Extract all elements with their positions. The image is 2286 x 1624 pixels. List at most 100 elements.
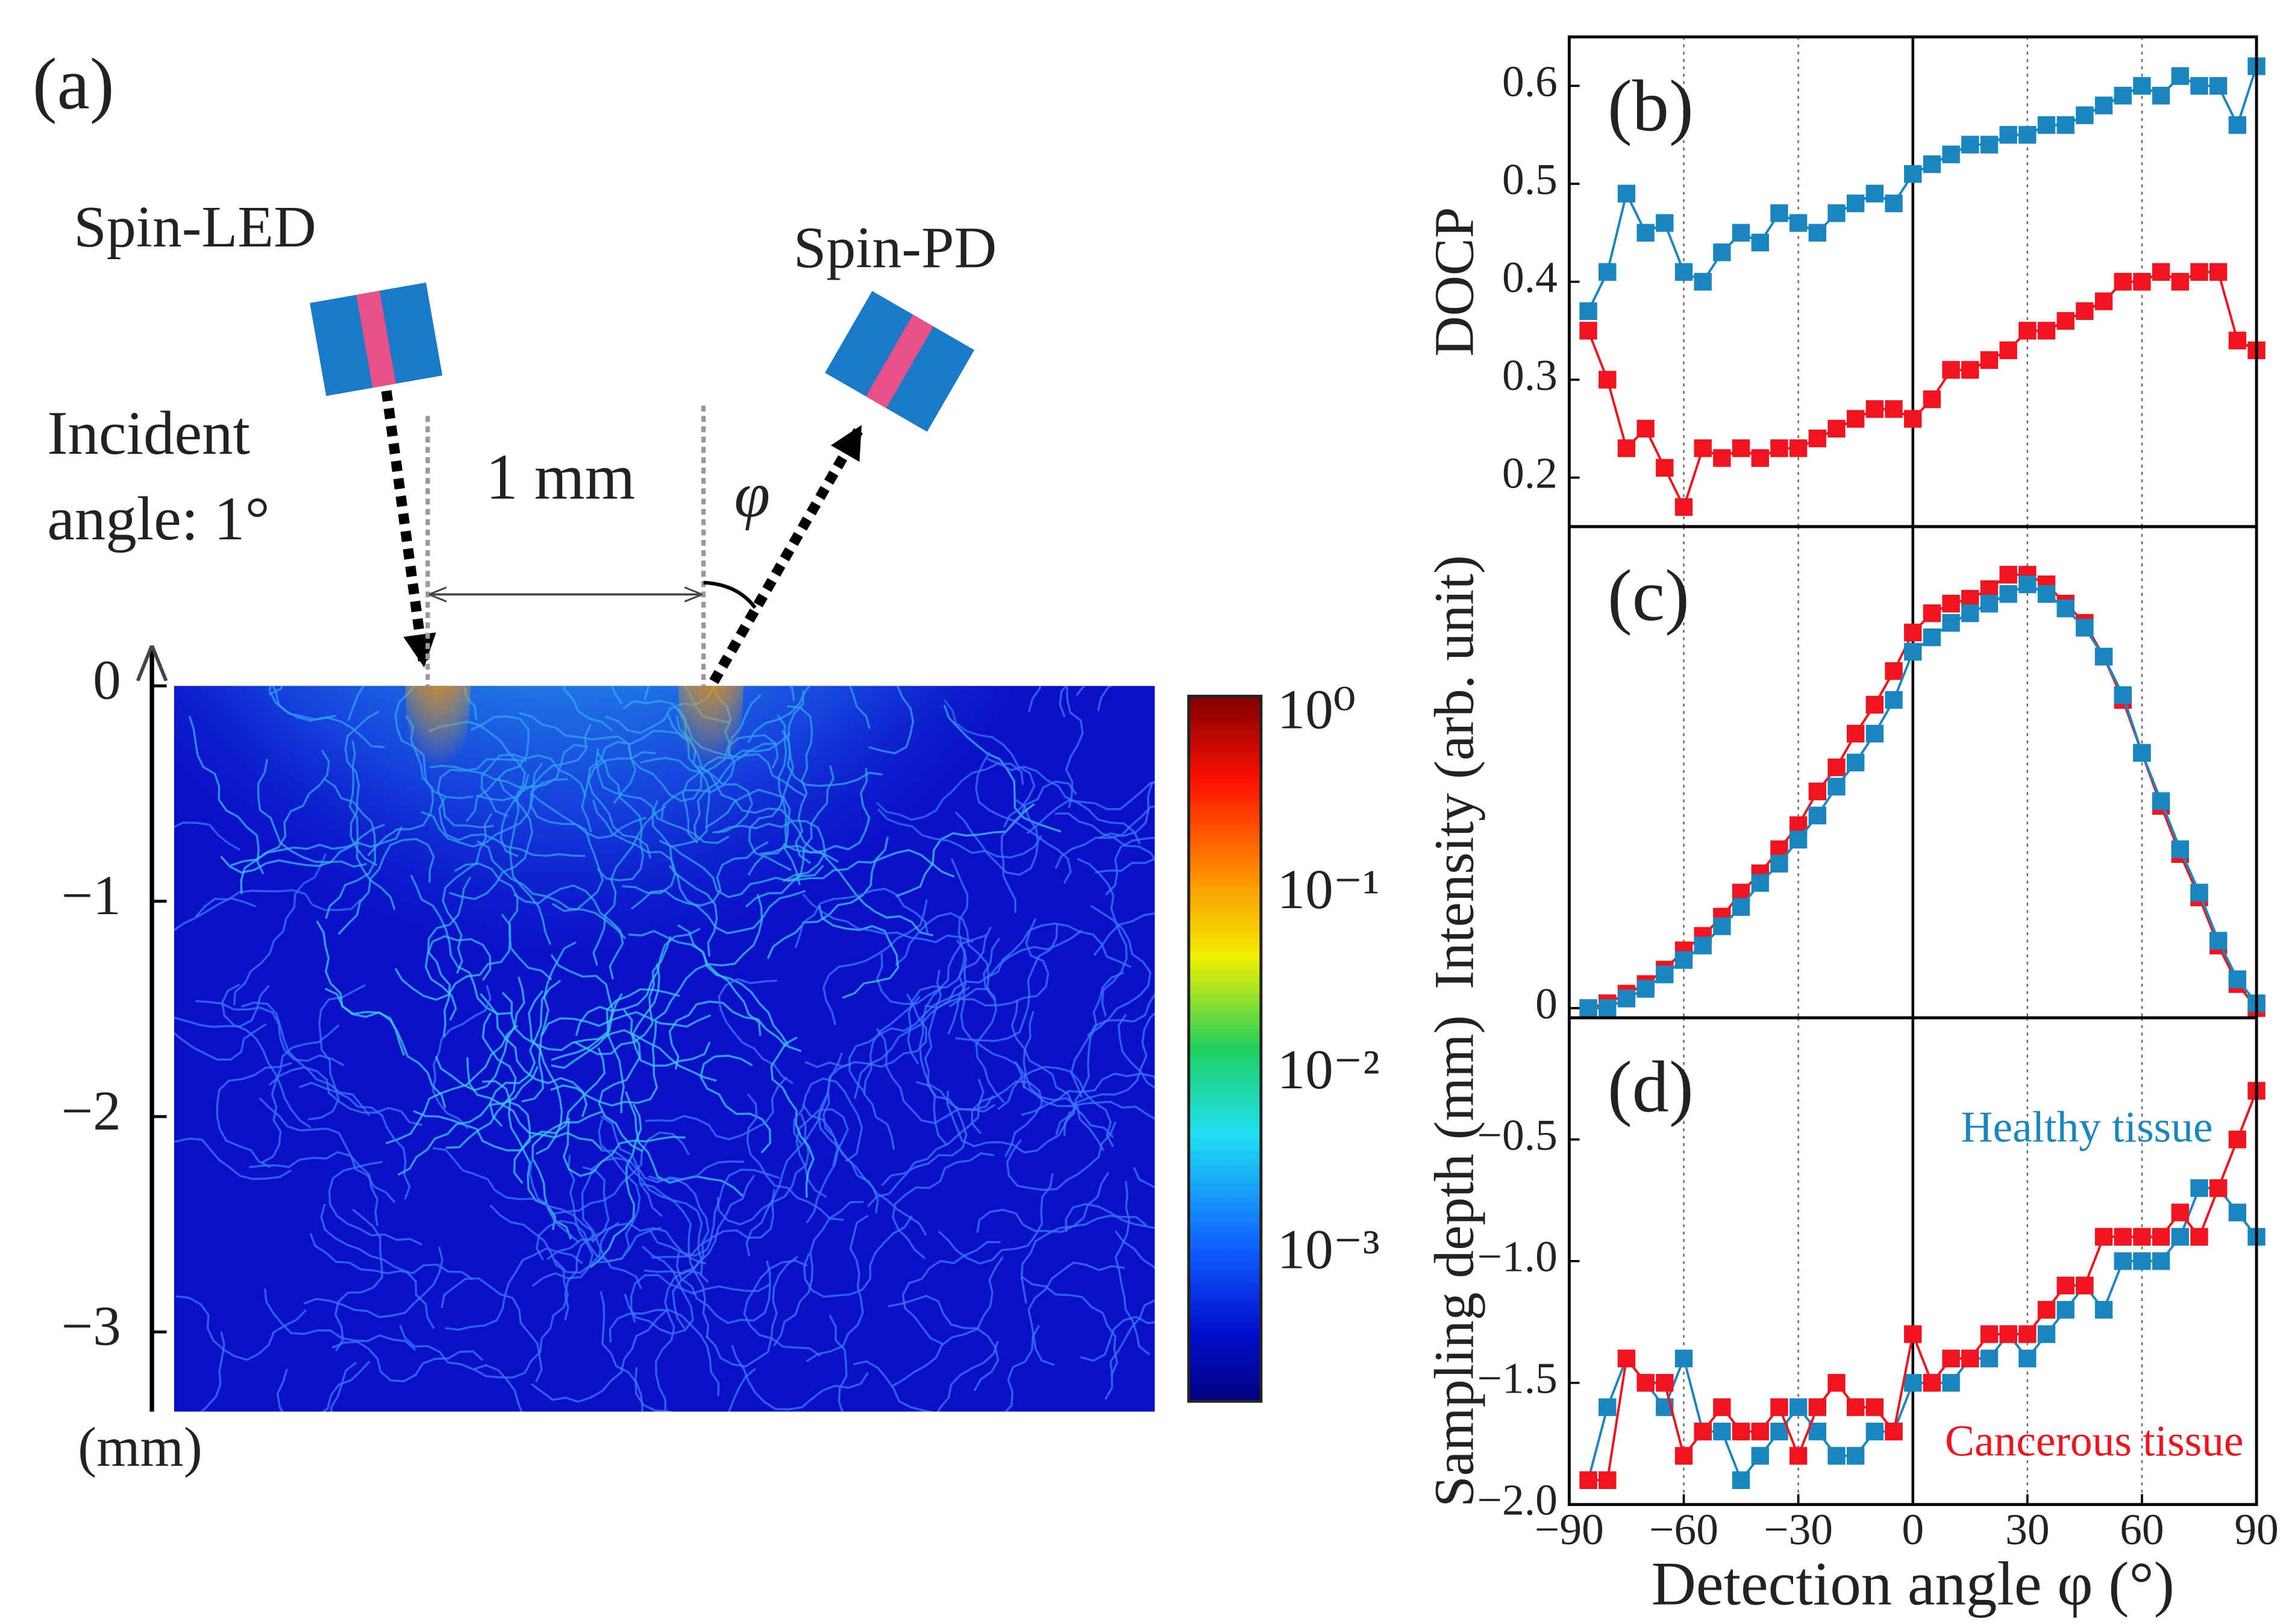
- marker: [2171, 272, 2189, 291]
- colorbar-label: 10⁻¹: [1277, 859, 1380, 921]
- marker: [1808, 224, 1826, 242]
- photon-path: [1026, 781, 1155, 835]
- marker: [1770, 204, 1788, 222]
- marker: [2114, 1227, 2132, 1246]
- marker: [1999, 1325, 2017, 1343]
- marker: [1923, 390, 1941, 409]
- marker: [1961, 1349, 1979, 1368]
- photon-path: [1000, 780, 1077, 913]
- marker: [1827, 204, 1846, 222]
- series-label: Cancerous tissue: [1945, 1417, 2244, 1466]
- marker: [2152, 792, 2170, 810]
- source-label: Spin-LED: [74, 195, 316, 260]
- marker: [1656, 965, 1674, 983]
- colorbar-label: 10⁻³: [1277, 1218, 1380, 1281]
- y-axis-label: DOCP: [1424, 207, 1486, 356]
- depth-tick-label: −1: [61, 865, 121, 927]
- marker: [2094, 1300, 2113, 1319]
- x-tick-label: 60: [2120, 1505, 2164, 1554]
- marker: [1713, 1398, 1731, 1416]
- photon-path: [634, 1367, 672, 1412]
- marker: [1923, 1374, 1941, 1392]
- x-tick-label: −30: [1764, 1505, 1833, 1554]
- marker: [1904, 1325, 1922, 1343]
- marker: [1636, 1374, 1655, 1392]
- marker: [1827, 1374, 1846, 1392]
- marker: [1923, 628, 1941, 647]
- marker: [1579, 1471, 1597, 1490]
- detector-spot: [678, 686, 744, 789]
- series-line: [1587, 271, 2257, 510]
- spin-pd: [825, 290, 975, 432]
- marker: [2037, 116, 2056, 134]
- marker: [2133, 744, 2151, 762]
- marker: [2018, 1325, 2037, 1343]
- photon-path: [609, 1309, 720, 1397]
- marker: [1885, 194, 1903, 213]
- marker: [1865, 1422, 1884, 1441]
- x-axis-label: Detection angle φ (°): [1652, 1549, 2175, 1618]
- y-axis-label: Sampling depth (mm): [1424, 1015, 1486, 1507]
- marker: [1980, 595, 1999, 613]
- marker: [2076, 1276, 2094, 1294]
- marker: [1942, 361, 1960, 379]
- x-tick-label: 90: [2234, 1505, 2278, 1554]
- marker: [1789, 1398, 1808, 1416]
- marker: [2152, 1227, 2170, 1246]
- photon-path: [946, 1090, 1071, 1154]
- marker: [1751, 449, 1769, 467]
- depth-unit: (mm): [78, 1416, 202, 1478]
- photon-path: [985, 922, 1132, 979]
- marker: [1999, 585, 2017, 603]
- marker: [1961, 361, 1979, 379]
- marker: [2133, 272, 2151, 291]
- photon-path: [853, 1360, 935, 1412]
- y-tick-label: 0.2: [1502, 448, 1558, 497]
- photon-path: [320, 1203, 435, 1329]
- photon-path: [1021, 1072, 1155, 1116]
- marker: [1751, 233, 1769, 252]
- marker: [2228, 970, 2247, 988]
- marker: [1999, 126, 2017, 144]
- colorbar-label: 10⁻²: [1277, 1039, 1380, 1101]
- marker: [2114, 686, 2132, 704]
- x-tick-label: 0: [1902, 1505, 1924, 1554]
- marker: [1579, 302, 1597, 320]
- marker: [1732, 224, 1750, 242]
- x-tick-label: 30: [2005, 1505, 2049, 1554]
- photon-path: [888, 1294, 1000, 1392]
- photon-path: [1094, 857, 1155, 874]
- heat-glow: [174, 686, 1010, 1305]
- incident-label: angle: 1°: [47, 484, 269, 553]
- photon-path: [200, 1331, 225, 1412]
- photon-path: [938, 1173, 1054, 1265]
- marker: [1656, 459, 1674, 477]
- marker: [2037, 1325, 2056, 1343]
- marker: [1904, 165, 1922, 183]
- marker: [1617, 184, 1636, 202]
- marker: [2190, 1179, 2208, 1197]
- panel-label: (d): [1608, 1046, 1694, 1127]
- photon-path: [330, 1361, 357, 1412]
- depth-tick-label: −3: [61, 1296, 121, 1358]
- photon-path: [1104, 836, 1155, 896]
- marker: [2190, 263, 2208, 281]
- marker: [1674, 1349, 1693, 1368]
- y-tick-label: 0.3: [1502, 351, 1558, 400]
- photon-path: [1063, 971, 1125, 1136]
- marker: [2056, 1300, 2075, 1319]
- marker: [1846, 1398, 1865, 1416]
- marker: [2114, 272, 2132, 291]
- marker: [2018, 322, 2037, 340]
- photon-path: [331, 1340, 484, 1382]
- marker: [2114, 87, 2132, 105]
- source-spot: [406, 686, 471, 789]
- marker: [1713, 1422, 1731, 1441]
- marker: [2190, 77, 2208, 95]
- marker: [1751, 1447, 1769, 1465]
- marker: [1694, 1422, 1712, 1441]
- y-tick-label: 0.6: [1502, 57, 1558, 105]
- marker: [2076, 302, 2094, 320]
- marker: [1846, 194, 1865, 213]
